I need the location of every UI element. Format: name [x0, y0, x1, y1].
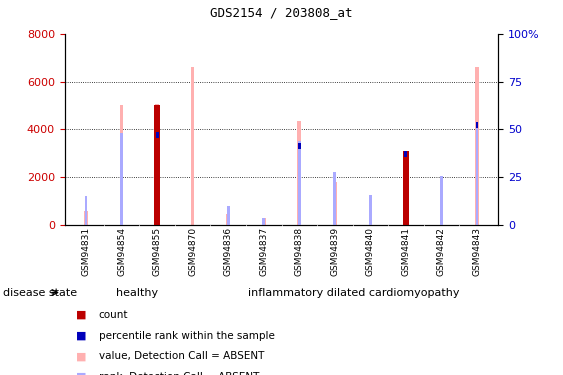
Text: GSM94831: GSM94831: [82, 226, 91, 276]
Bar: [475, 67, 479, 225]
Text: ■: ■: [76, 372, 87, 375]
Text: GSM94843: GSM94843: [472, 226, 481, 276]
Bar: [476, 122, 479, 225]
Bar: [333, 172, 336, 225]
Bar: [369, 205, 372, 225]
Bar: [440, 176, 443, 225]
Text: GSM94855: GSM94855: [153, 226, 162, 276]
Text: GSM94842: GSM94842: [437, 226, 446, 276]
Bar: [262, 218, 265, 225]
Text: healthy: healthy: [116, 288, 158, 297]
Bar: [120, 105, 123, 225]
Bar: [404, 151, 407, 157]
Text: ■: ■: [76, 331, 87, 340]
Text: value, Detection Call = ABSENT: value, Detection Call = ABSENT: [99, 351, 264, 361]
Bar: [476, 122, 479, 128]
Text: GSM94841: GSM94841: [401, 226, 410, 276]
Bar: [404, 187, 408, 225]
Bar: [84, 196, 87, 225]
Bar: [333, 182, 337, 225]
Text: inflammatory dilated cardiomyopathy: inflammatory dilated cardiomyopathy: [248, 288, 459, 297]
Bar: [369, 195, 372, 225]
Text: rank, Detection Call = ABSENT: rank, Detection Call = ABSENT: [99, 372, 259, 375]
Text: count: count: [99, 310, 128, 320]
Bar: [156, 132, 159, 138]
Text: GSM94839: GSM94839: [330, 226, 339, 276]
Text: percentile rank within the sample: percentile rank within the sample: [99, 331, 274, 340]
Bar: [297, 121, 301, 225]
Bar: [120, 133, 123, 225]
Text: GSM94870: GSM94870: [188, 226, 197, 276]
Bar: [403, 151, 409, 225]
Text: GSM94836: GSM94836: [224, 226, 233, 276]
Bar: [191, 67, 194, 225]
Bar: [227, 206, 230, 225]
Text: GDS2154 / 203808_at: GDS2154 / 203808_at: [210, 6, 353, 19]
Bar: [154, 105, 160, 225]
Bar: [155, 104, 159, 225]
Bar: [440, 186, 443, 225]
Text: GSM94837: GSM94837: [259, 226, 268, 276]
Text: ■: ■: [76, 310, 87, 320]
Bar: [298, 142, 301, 148]
Text: ■: ■: [76, 351, 87, 361]
Text: GSM94854: GSM94854: [117, 226, 126, 276]
Bar: [262, 218, 266, 225]
Bar: [84, 211, 88, 225]
Bar: [226, 214, 230, 225]
Text: GSM94840: GSM94840: [366, 226, 375, 276]
Text: disease state: disease state: [3, 288, 77, 297]
Text: GSM94838: GSM94838: [295, 226, 304, 276]
Bar: [298, 141, 301, 225]
